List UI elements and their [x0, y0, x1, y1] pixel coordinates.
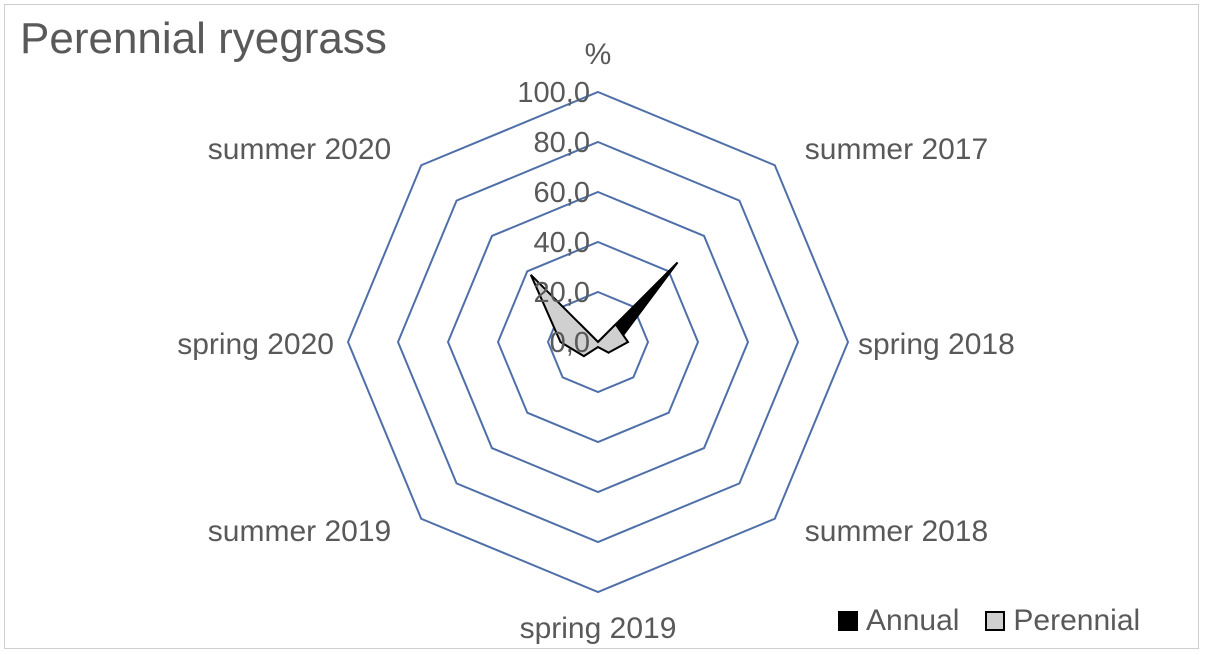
tick-label-2: 40,0: [534, 227, 590, 259]
category-label-4: summer 2019: [208, 515, 391, 548]
legend-label-annual: Annual: [866, 604, 960, 637]
legend-label-perennial: Perennial: [1013, 604, 1141, 637]
legend-swatch-annual: [838, 611, 858, 631]
legend: Annual Perennial: [838, 604, 1140, 638]
tick-label-5: 100,0: [517, 77, 590, 109]
grid-ring-5: [346, 90, 850, 594]
category-label-2: summer 2018: [805, 515, 988, 548]
series-area-perennial: [529, 274, 630, 358]
category-label-6: summer 2020: [208, 133, 391, 166]
category-label-1: spring 2018: [858, 328, 1015, 361]
legend-item-annual: Annual: [838, 604, 959, 638]
category-label-3: spring 2019: [520, 612, 677, 645]
tick-label-3: 60,0: [534, 177, 590, 209]
chart-title: Perennial ryegrass: [20, 14, 387, 63]
category-label-5: spring 2020: [177, 328, 334, 361]
category-label-7: %: [585, 38, 612, 71]
tick-label-1: 20,0: [534, 277, 590, 309]
legend-item-perennial: Perennial: [985, 604, 1140, 638]
tick-label-4: 80,0: [534, 127, 590, 159]
category-label-0: summer 2017: [805, 133, 988, 166]
grid-ring-4: [396, 140, 800, 544]
legend-swatch-perennial: [985, 611, 1006, 631]
grid-ring-3: [446, 190, 750, 494]
tick-label-0: 0,0: [550, 327, 590, 359]
grid-ring-2: [496, 240, 700, 444]
